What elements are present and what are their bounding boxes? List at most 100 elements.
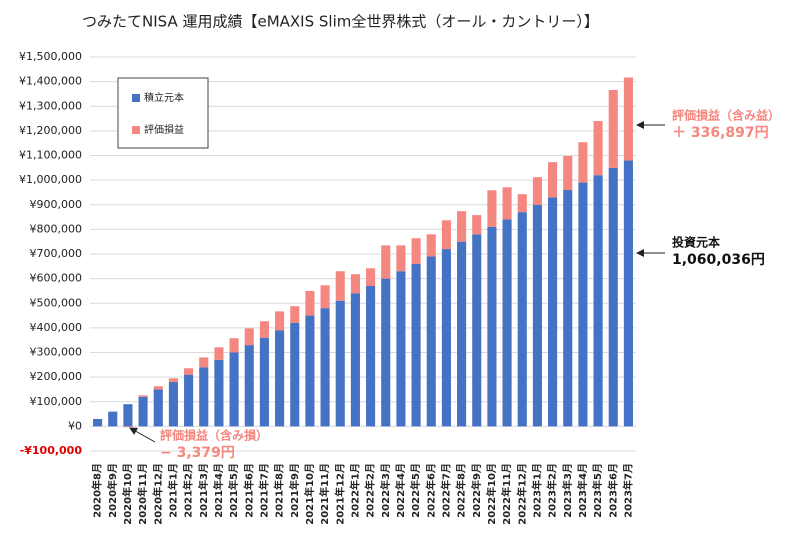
bar-segment [199, 357, 209, 368]
legend-label: 評価損益 [144, 123, 184, 136]
legend-label: 積立元本 [144, 91, 184, 104]
y-tick-label: ¥100,000 [30, 395, 83, 408]
x-tick-label: 2020年9月 [106, 463, 119, 518]
x-tick-label: 2021年11月 [318, 463, 331, 525]
bar-segment [426, 234, 436, 257]
x-tick-label: 2022年7月 [439, 463, 452, 518]
bar-segment [335, 300, 345, 427]
y-tick-label: ¥1,200,000 [19, 124, 82, 137]
bar-segment [168, 378, 178, 383]
annotation: 評価損益（含み益） [672, 108, 780, 123]
x-tick-label: 2023年5月 [591, 463, 604, 518]
bar-segment [426, 256, 436, 427]
bar-segment [593, 121, 603, 176]
bar-segment [548, 162, 558, 198]
y-tick-label: ¥900,000 [30, 198, 83, 211]
bar-segment [305, 315, 315, 427]
bar-segment [578, 182, 588, 427]
bar-segment [244, 328, 254, 346]
bar-segment [578, 142, 588, 183]
bar-segment [472, 215, 482, 235]
x-tick-label: 2023年1月 [530, 463, 543, 518]
y-tick-label: ¥1,400,000 [19, 75, 82, 88]
bar-segment [335, 271, 345, 301]
y-tick-label: ¥500,000 [30, 296, 83, 309]
bar-segment [259, 321, 269, 338]
x-tick-label: 2020年8月 [91, 463, 104, 518]
bar-segment [244, 345, 254, 427]
x-tick-label: 2022年4月 [394, 463, 407, 518]
bar-segment [563, 189, 573, 427]
bar-segment [290, 306, 300, 323]
bar-segment [366, 286, 376, 427]
bar-segment [93, 418, 103, 427]
bar-segment [441, 220, 451, 250]
bar-segment [138, 396, 148, 427]
y-tick-label: -¥100,000 [20, 444, 83, 457]
bar-segment [502, 219, 512, 427]
x-tick-label: 2020年10月 [121, 463, 134, 525]
bar-segment [184, 374, 194, 427]
bar-segment [168, 382, 178, 427]
y-tick-label: ¥1,100,000 [19, 149, 82, 162]
bar-segment [153, 386, 163, 390]
bar-segment [411, 238, 421, 264]
bar-segment [108, 411, 118, 427]
y-tick-label: ¥1,300,000 [19, 99, 82, 112]
x-tick-label: 2021年1月 [166, 463, 179, 518]
bar-segment [623, 160, 633, 427]
bar-segment [123, 426, 133, 428]
bar-segment [457, 241, 467, 427]
bar-segment [396, 245, 406, 272]
x-tick-label: 2022年5月 [409, 463, 422, 518]
x-tick-label: 2023年2月 [546, 463, 559, 518]
x-tick-label: 2022年9月 [470, 463, 483, 518]
bar-segment [548, 197, 558, 427]
bar-segment [381, 278, 391, 427]
y-tick-label: ¥700,000 [30, 247, 83, 260]
bar-segment [623, 77, 633, 161]
bar-segment [199, 367, 209, 427]
bar-segment [487, 226, 497, 427]
bar-segment [153, 389, 163, 427]
bar-segment [472, 234, 482, 427]
bar-segment [214, 359, 224, 427]
x-tick-label: 2022年2月 [364, 463, 377, 518]
bar-segment [593, 175, 603, 427]
bar-segment [320, 308, 330, 427]
bar-segment [305, 290, 315, 316]
bar-segment [608, 89, 618, 168]
x-tick-label: 2021年5月 [227, 463, 240, 518]
y-tick-label: ¥200,000 [30, 370, 83, 383]
x-tick-label: 2021年10月 [303, 463, 316, 525]
x-tick-label: 2020年12月 [151, 463, 164, 525]
bar-segment [411, 263, 421, 427]
x-tick-label: 2023年7月 [621, 463, 634, 518]
bar-segment [259, 337, 269, 427]
bar-segment [350, 293, 360, 427]
annotation-arrow [129, 427, 156, 443]
bar-segment [396, 271, 406, 427]
legend-swatch [132, 94, 140, 102]
y-tick-label: ¥1,000,000 [19, 173, 82, 186]
x-tick-label: 2022年3月 [379, 463, 392, 518]
x-tick-label: 2020年11月 [136, 463, 149, 525]
x-tick-label: 2021年8月 [273, 463, 286, 518]
bar-segment [229, 352, 239, 427]
bar-segment [320, 285, 330, 309]
x-tick-label: 2021年7月 [257, 463, 270, 518]
bar-segment [517, 194, 527, 213]
bar-segment [532, 177, 542, 205]
x-tick-label: 2022年10月 [485, 463, 498, 525]
legend-swatch [132, 126, 140, 134]
y-tick-label: ¥0 [68, 419, 82, 432]
bar-segment [517, 212, 527, 427]
x-tick-label: 2021年4月 [212, 463, 225, 518]
annotation: 1,060,036円 [672, 252, 765, 268]
legend-box [117, 77, 209, 149]
bar-segment [184, 368, 194, 375]
annotation: ＋ 336,897円 [672, 125, 769, 141]
bar-segment [350, 274, 360, 294]
bar-segment [457, 211, 467, 242]
